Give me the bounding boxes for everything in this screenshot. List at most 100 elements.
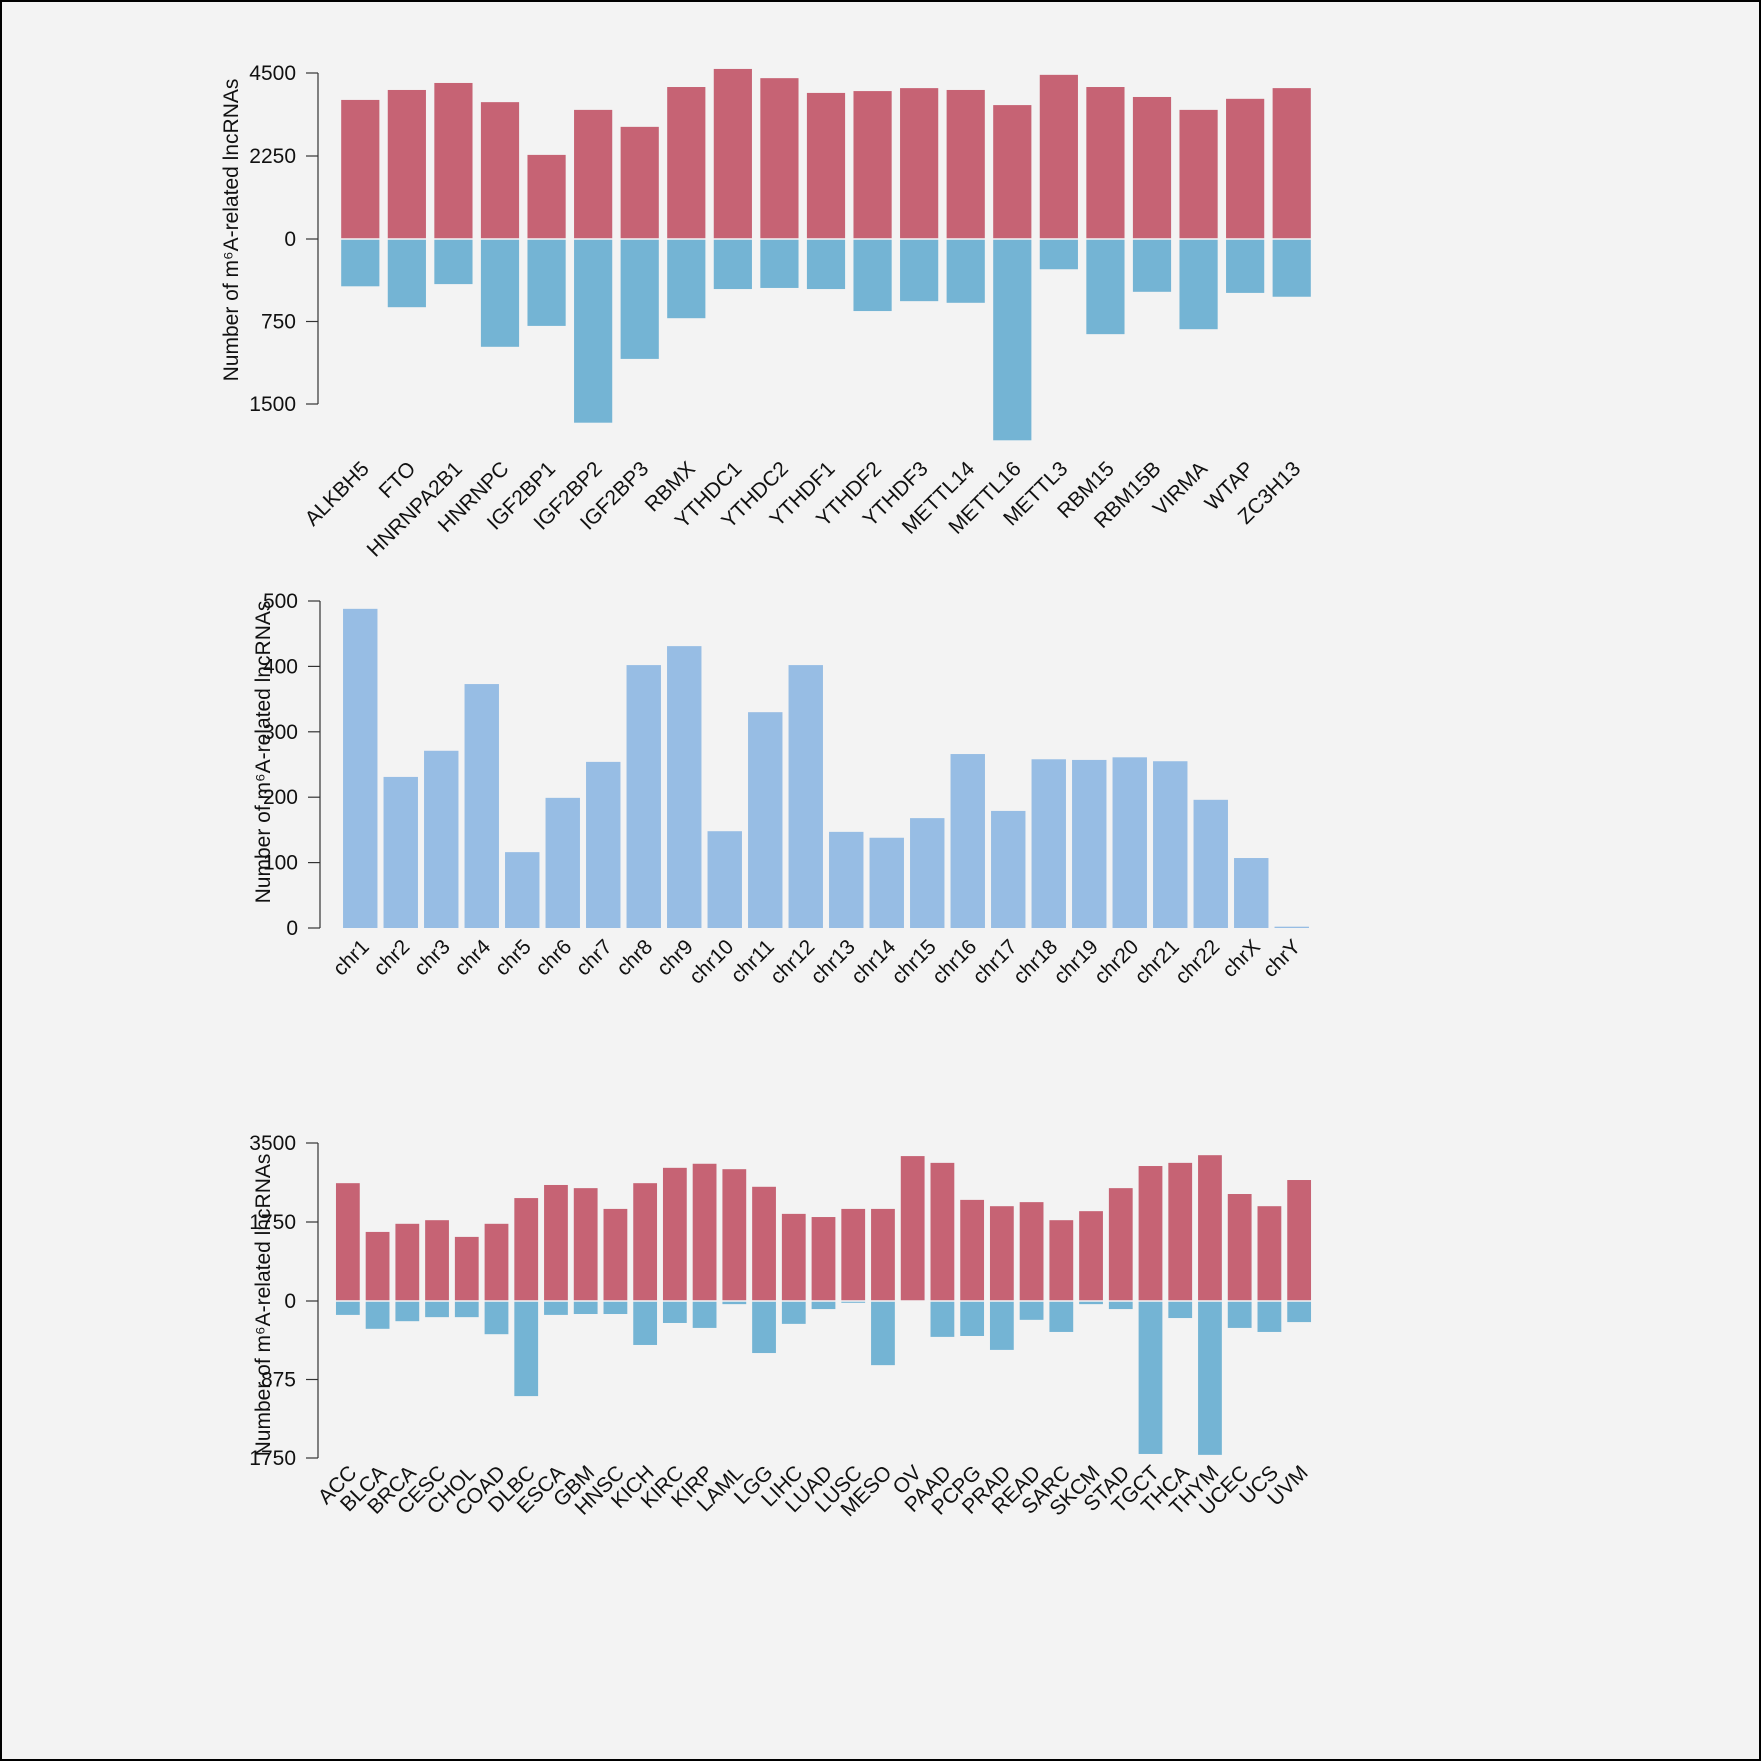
bar-down: [692, 1301, 717, 1328]
bar-up: [1019, 1202, 1044, 1301]
bar-up: [960, 1199, 985, 1301]
bar-down: [387, 239, 426, 308]
bar-up: [620, 126, 659, 239]
bar-down: [662, 1301, 687, 1323]
bar-down: [365, 1301, 390, 1329]
bar-up: [480, 102, 520, 240]
bar-up: [1227, 1194, 1252, 1301]
panel-regulators: Number of m⁶A-related lncRNAs 0 2250 4500 75…: [220, 62, 1315, 562]
bar-up: [806, 92, 846, 239]
bar-down: [781, 1301, 806, 1324]
bar-up: [752, 1186, 776, 1301]
bar: [869, 837, 904, 928]
y-tick-label: 0: [286, 917, 298, 940]
bar-down: [603, 1301, 628, 1315]
bar: [464, 684, 499, 928]
bar-up: [603, 1208, 628, 1301]
bar: [1031, 759, 1066, 928]
y-tick-label: 100: [263, 852, 298, 875]
bar-down: [1287, 1301, 1312, 1323]
bar-up: [484, 1223, 509, 1301]
bar-up: [662, 1167, 687, 1301]
bar-up: [1179, 109, 1218, 239]
bar: [950, 754, 985, 928]
bar-down: [900, 239, 939, 302]
bar-up: [989, 1206, 1014, 1301]
bar-up: [573, 1188, 598, 1301]
bar: [910, 818, 945, 928]
bar-down: [667, 239, 706, 319]
bar-down: [1168, 1301, 1193, 1319]
bar-down: [871, 1301, 895, 1366]
bar-down: [425, 1301, 449, 1318]
bar-up: [1257, 1206, 1282, 1301]
bar-down: [1039, 239, 1078, 270]
bar-up: [335, 1183, 360, 1301]
bar-down: [574, 239, 613, 423]
bar-up: [1049, 1220, 1074, 1301]
bar-down: [633, 1301, 658, 1345]
bar: [788, 665, 823, 928]
bar-up: [713, 68, 752, 239]
bar-down: [335, 1301, 360, 1315]
bar-up: [667, 87, 706, 239]
bar-up: [544, 1184, 568, 1301]
y-tick-label: 4500: [249, 62, 296, 85]
bar-down: [434, 239, 473, 285]
bar-up: [514, 1198, 539, 1301]
bar-up: [454, 1236, 479, 1301]
bar-down: [1179, 239, 1218, 330]
y-tick-label: 875: [261, 1369, 296, 1392]
y-tick-label: 0: [284, 228, 296, 251]
y-tick-label: 0: [284, 1290, 296, 1313]
bar-up: [434, 82, 473, 240]
bar: [1274, 926, 1309, 928]
bar-down: [1272, 239, 1311, 297]
bar: [586, 761, 621, 928]
bar-down: [1227, 1301, 1252, 1328]
bar-up: [1226, 98, 1265, 239]
bar-down: [811, 1301, 836, 1310]
bar-down: [1049, 1301, 1074, 1332]
bar-up: [930, 1162, 955, 1301]
bar-down: [1198, 1301, 1222, 1455]
bar: [1234, 858, 1269, 928]
bar-up: [395, 1223, 420, 1301]
y-axis-label: Number of m⁶A-related lncRNAs: [252, 1154, 275, 1457]
y-tick-label: 200: [263, 786, 298, 809]
bar-down: [1132, 239, 1172, 292]
bar-up: [633, 1183, 658, 1301]
y-tick-label: 1750: [249, 1211, 296, 1234]
bar-up: [527, 154, 566, 239]
bar-up: [1039, 74, 1078, 239]
y-tick-label: 1750: [249, 1447, 296, 1470]
y-axis-label: Number of m⁶A-related lncRNAs: [252, 601, 275, 904]
bar-up: [574, 109, 613, 239]
bar-down: [573, 1301, 598, 1315]
bar-up: [1287, 1180, 1312, 1301]
bar-down: [1019, 1301, 1044, 1320]
bar-down: [841, 1301, 866, 1303]
bar-down: [752, 1301, 776, 1354]
bar-up: [1086, 87, 1125, 239]
bar: [1153, 761, 1188, 928]
bar-up: [841, 1208, 866, 1301]
bar-down: [1086, 239, 1125, 335]
bar-up: [993, 105, 1032, 240]
bar-up: [1272, 88, 1311, 239]
y-tick-label: 1500: [249, 393, 296, 416]
y-axis-label: Number of m⁶A-related lncRNAs: [220, 79, 243, 382]
bar-down: [713, 239, 752, 290]
bar-down: [760, 239, 799, 288]
bar-up: [811, 1217, 836, 1301]
bar-down: [722, 1301, 747, 1305]
bar-up: [365, 1231, 390, 1301]
y-tick-label: 400: [263, 655, 298, 678]
bar: [383, 776, 418, 928]
bar-down: [544, 1301, 568, 1315]
bar-down: [527, 239, 566, 326]
bar: [707, 831, 742, 928]
y-tick-label: 3500: [249, 1132, 296, 1155]
bar-up: [387, 89, 426, 239]
